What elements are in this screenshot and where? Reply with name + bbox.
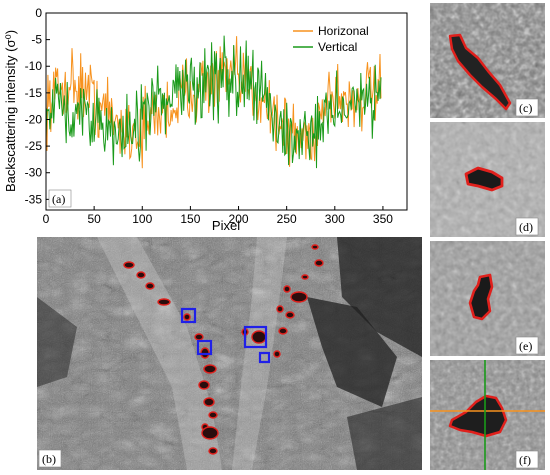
selection-boxes: [180, 307, 271, 364]
lake-outline-e: [468, 273, 494, 321]
x-tick-label: 300: [325, 212, 345, 226]
selection-box-e: [243, 325, 268, 349]
lake-outline-c: [448, 33, 512, 111]
x-tick-label: 0: [43, 212, 50, 226]
zoom-panel-d: (d): [430, 122, 545, 237]
panel-label-e: (e): [519, 339, 532, 353]
x-tick-label: 200: [229, 212, 249, 226]
zoom-panel-e: (e): [430, 241, 545, 356]
panel-label-d: (d): [519, 220, 533, 234]
legend-label-vertical: Vertical: [318, 40, 357, 54]
backscatter-chart: 0 50 100 150 200 250 300 350 0 -5 -10 -15 -20 -25 -30 -…: [3, 6, 408, 232]
panel-label-b: (b): [42, 452, 56, 466]
panel-label-box-f: [515, 450, 539, 469]
sar-overview-image: (b): [37, 237, 422, 470]
panel-label-box-b: [38, 449, 62, 468]
y-tick-label: -15: [25, 86, 43, 100]
panel-label-box-a: [48, 189, 72, 208]
lake-outline-d: [464, 166, 504, 192]
plot-frame: [45, 12, 408, 211]
x-axis-title: Pixel: [212, 218, 240, 232]
zoom-panel-c: (c): [430, 3, 545, 118]
x-tick-label: 350: [373, 212, 393, 226]
panel-label-f: (f): [519, 453, 531, 467]
selection-box-f: [258, 351, 271, 364]
y-tick-label: -10: [25, 59, 43, 73]
chart-legend: Horizonal Vertical: [293, 24, 369, 54]
ticks-layer: 0 50 100 150 200 250 300 350 0 -5 -10 -15 -20 -25 -30 -…: [25, 6, 394, 226]
y-tick-label: -20: [25, 112, 43, 126]
selection-box-d: [196, 339, 213, 356]
lake-outline-f: [448, 394, 508, 438]
y-tick-label: 0: [35, 6, 42, 20]
series-line-horizonal: [45, 36, 382, 169]
panel-label-a: (a): [52, 192, 65, 206]
series-layer: [45, 35, 382, 169]
y-tick-label: -35: [25, 192, 43, 206]
x-tick-label: 50: [87, 212, 101, 226]
x-tick-label: 250: [277, 212, 297, 226]
y-axis-title: Backscattering intensity (σ⁰): [3, 30, 18, 192]
legend-label-horizonal: Horizonal: [318, 24, 369, 38]
panel-label-box-d: [515, 217, 539, 236]
y-tick-label: -30: [25, 166, 43, 180]
selection-box-c: [180, 307, 197, 324]
x-tick-label: 150: [180, 212, 200, 226]
y-tick-label: -5: [31, 33, 42, 47]
panel-label-c: (c): [519, 101, 532, 115]
panel-label-box-c: [515, 98, 539, 117]
y-tick-label: -25: [25, 139, 43, 153]
zoom-panel-f: (f): [430, 360, 545, 470]
series-line-vertical: [45, 35, 382, 169]
x-tick-label: 100: [132, 212, 152, 226]
panel-label-box-e: [515, 336, 539, 355]
